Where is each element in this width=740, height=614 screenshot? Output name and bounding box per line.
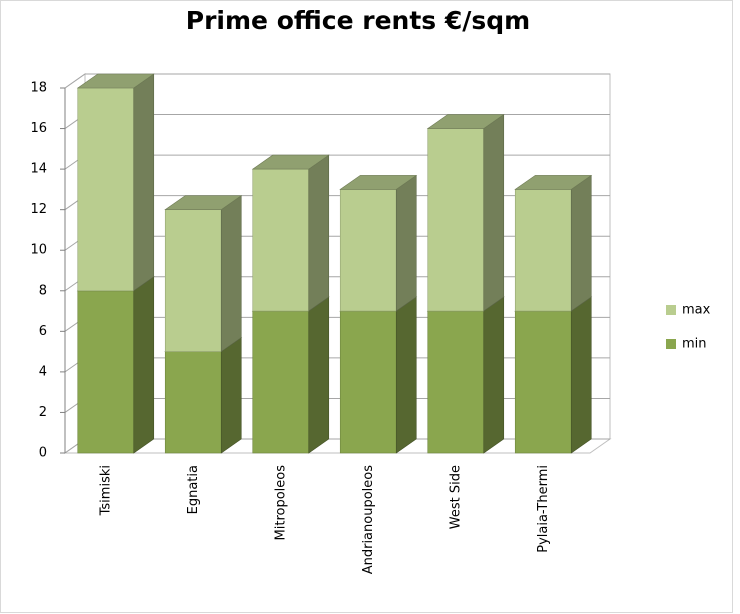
y-tick-label: 0 <box>39 446 47 461</box>
bar-front <box>339 310 397 454</box>
bar-front <box>514 189 572 312</box>
bar-front <box>339 189 397 312</box>
bar-top <box>164 195 243 210</box>
y-tick-label: 12 <box>30 202 47 217</box>
bar-front <box>164 209 222 352</box>
bar-side <box>395 296 417 454</box>
bar-front <box>77 290 135 454</box>
bar-front <box>164 351 222 454</box>
x-tick-label: Tsimiski <box>98 465 113 516</box>
bar-side <box>308 154 330 312</box>
x-tick-label: Mitropoleos <box>273 465 288 541</box>
bar-side <box>483 296 505 454</box>
bar-side <box>220 337 242 454</box>
bar-side <box>570 174 592 312</box>
bar-top <box>76 73 155 89</box>
legend-swatch <box>666 305 676 315</box>
bar-top <box>514 175 593 190</box>
chart-title: Prime office rents €/sqm <box>186 6 530 35</box>
bar-side <box>133 276 155 454</box>
grid-line <box>64 73 610 89</box>
bar-top <box>251 154 330 170</box>
y-tick-label: 16 <box>30 121 47 136</box>
x-tick-label: Pylaia-Thermi <box>536 465 551 553</box>
y-tick-label: 2 <box>39 405 47 420</box>
bar-front <box>252 168 310 312</box>
bar-front <box>427 310 485 454</box>
x-tick-label: West Side <box>448 465 463 529</box>
bar-top <box>339 175 418 190</box>
bar-side <box>220 195 242 353</box>
y-tick-label: 6 <box>39 324 47 339</box>
legend-label: min <box>682 337 707 352</box>
bar-side <box>395 174 417 312</box>
x-tick-label: Andrianoupoleos <box>361 465 376 575</box>
bar-side <box>308 296 330 454</box>
bar-side <box>570 296 592 454</box>
legend-swatch <box>666 339 676 349</box>
bar-front <box>514 310 572 454</box>
y-tick-label: 18 <box>30 81 47 96</box>
bar-front <box>427 128 485 312</box>
y-tick-label: 8 <box>39 283 47 298</box>
x-tick-label: Egnatia <box>186 465 201 514</box>
bar-front <box>77 87 135 292</box>
y-tick-label: 10 <box>30 243 47 258</box>
bar-front <box>252 310 310 454</box>
legend-label: max <box>682 303 711 318</box>
bar-side <box>483 113 505 312</box>
y-tick-label: 14 <box>30 162 47 177</box>
bar-top <box>426 114 505 129</box>
y-tick-label: 4 <box>39 364 47 379</box>
bar-side <box>133 73 155 292</box>
